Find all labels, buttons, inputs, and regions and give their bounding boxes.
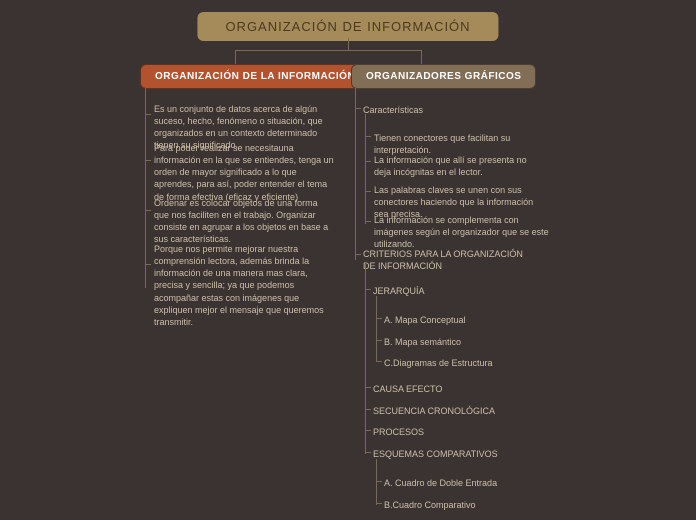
left-item-2: Para poder realizar se necesitauna infor… [154, 142, 334, 203]
tree-line [365, 114, 366, 224]
tree-line [145, 114, 151, 115]
criterios-jerarquia: JERARQUÍA [373, 285, 425, 297]
tree-line [365, 264, 366, 454]
caracteristicas-item-2: La información que allí se presenta no d… [374, 154, 534, 178]
tree-line [145, 160, 151, 161]
tree-line [365, 161, 371, 162]
caracteristicas-item-1: Tienen conectores que facilitan su inter… [374, 132, 554, 156]
left-item-4: Porque nos permite mejorar nuestra compr… [154, 243, 326, 328]
tree-line [355, 88, 356, 260]
tree-line [365, 136, 371, 137]
tree-line [365, 430, 371, 431]
tree-line [376, 361, 382, 362]
connector [348, 38, 349, 50]
caracteristicas-item-4: La información se complementa con imágen… [374, 214, 554, 250]
criterios-secuencia: SECUENCIA CRONOLÓGICA [373, 405, 495, 417]
tree-line [365, 191, 371, 192]
tree-line [355, 108, 361, 109]
criterios-procesos: PROCESOS [373, 426, 424, 438]
right-branch-title: ORGANIZADORES GRÁFICOS [351, 64, 536, 89]
tree-line [145, 210, 151, 211]
criterios-causa: CAUSA EFECTO [373, 383, 442, 395]
tree-line [145, 264, 151, 265]
tree-line [376, 296, 377, 362]
tree-line [376, 340, 382, 341]
connector [235, 50, 236, 64]
tree-line [365, 289, 371, 290]
tree-line [376, 318, 382, 319]
tree-line [376, 503, 382, 504]
connector [421, 50, 422, 64]
tree-line [145, 88, 146, 288]
root-title: ORGANIZACIÓN DE INFORMACIÓN [197, 12, 498, 41]
esquemas-child-2: B.Cuadro Comparativo [384, 499, 476, 511]
tree-line [365, 409, 371, 410]
tree-line [355, 254, 361, 255]
criterios-esquemas: ESQUEMAS COMPARATIVOS [373, 448, 498, 460]
tree-line [365, 221, 371, 222]
left-branch-title: ORGANIZACIÓN DE LA INFORMACIÓN [140, 64, 370, 89]
connector [235, 50, 421, 51]
jerarquia-child-3: C.Diagramas de Estructura [384, 357, 493, 369]
caracteristicas-label: Características [363, 104, 563, 116]
criterios-label: CRITERIOS PARA LA ORGANIZACIÓN DE INFORM… [363, 248, 523, 272]
tree-line [376, 481, 382, 482]
tree-line [365, 387, 371, 388]
tree-line [365, 452, 371, 453]
tree-line [376, 459, 377, 505]
left-item-3: Ordenar es colocar objetos de una forma … [154, 197, 332, 246]
jerarquia-child-2: B. Mapa semántico [384, 336, 461, 348]
jerarquia-child-1: A. Mapa Conceptual [384, 314, 466, 326]
esquemas-child-1: A. Cuadro de Doble Entrada [384, 477, 497, 489]
